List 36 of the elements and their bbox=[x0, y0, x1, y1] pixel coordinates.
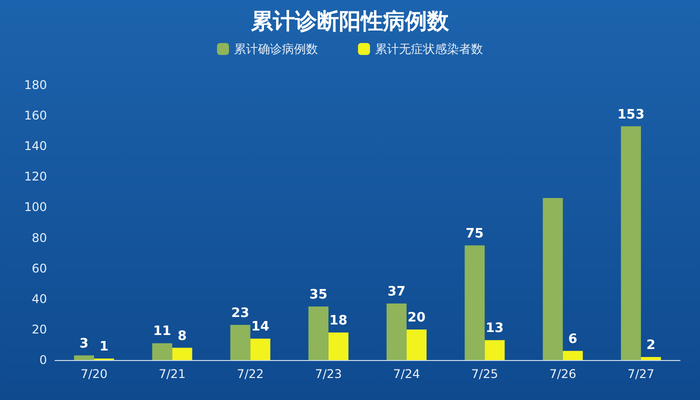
x-tick-label: 7/25 bbox=[471, 367, 498, 381]
y-tick-label: 40 bbox=[32, 292, 47, 306]
x-tick-label: 7/20 bbox=[80, 367, 108, 381]
x-tick-label: 7/24 bbox=[393, 367, 420, 381]
data-label: 35 bbox=[309, 288, 328, 303]
data-label: 8 bbox=[178, 328, 187, 344]
data-label: 20 bbox=[408, 310, 426, 326]
x-tick-label: 7/27 bbox=[627, 367, 654, 381]
data-label: 14 bbox=[251, 320, 270, 335]
data-label: 11 bbox=[153, 324, 172, 340]
y-tick-label: 0 bbox=[39, 353, 47, 367]
x-tick-label: 7/23 bbox=[314, 367, 342, 381]
y-tick-label: 160 bbox=[24, 108, 47, 123]
data-label: 6 bbox=[568, 332, 578, 347]
data-label: 37 bbox=[388, 284, 406, 300]
chart-title: 累计诊断阳性病例数 bbox=[250, 10, 450, 34]
x-tick-label: 7/22 bbox=[236, 367, 264, 381]
x-tick-label: 7/21 bbox=[158, 367, 186, 381]
x-tick-label: 7/26 bbox=[549, 367, 576, 381]
y-tick-label: 80 bbox=[32, 230, 47, 245]
y-tick-label: 100 bbox=[24, 200, 47, 214]
data-label: 2 bbox=[646, 338, 656, 353]
data-label: 1 bbox=[100, 339, 109, 354]
legend-label: 累计无症状感染者数 bbox=[375, 42, 483, 56]
data-label: 153 bbox=[617, 107, 645, 122]
data-label: 3 bbox=[80, 336, 89, 352]
y-tick-label: 180 bbox=[24, 78, 47, 92]
data-label: 13 bbox=[486, 321, 504, 336]
y-tick-label: 20 bbox=[32, 322, 47, 336]
data-label: 75 bbox=[466, 226, 484, 242]
y-tick-label: 140 bbox=[24, 139, 47, 154]
legend-label: 累计确诊病例数 bbox=[234, 42, 318, 56]
data-label: 18 bbox=[329, 314, 348, 328]
y-tick-label: 60 bbox=[32, 261, 47, 276]
y-tick-label: 120 bbox=[24, 170, 47, 184]
data-label: 23 bbox=[231, 306, 250, 321]
